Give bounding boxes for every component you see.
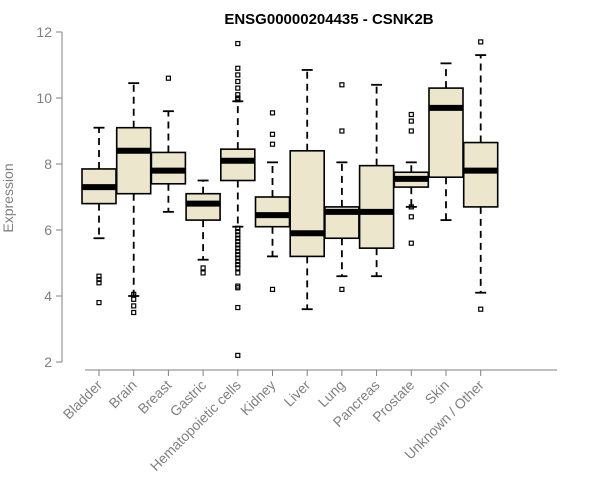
outlier-point <box>269 131 276 137</box>
outlier-point <box>408 128 414 134</box>
box-group <box>254 110 291 292</box>
y-tick-label: 8 <box>44 156 52 172</box>
outlier-point <box>235 248 241 255</box>
box-group <box>185 179 221 276</box>
outlier-point <box>96 273 102 279</box>
outlier-point <box>408 240 414 246</box>
outlier-point <box>269 286 276 292</box>
box-group <box>220 40 256 358</box>
box-group <box>462 39 499 312</box>
outlier-point <box>235 270 241 276</box>
outlier-point <box>339 286 345 292</box>
chart-title: ENSG00000204435 - CSNK2B <box>224 11 433 28</box>
outlier-point <box>235 258 241 264</box>
outlier-point <box>96 276 102 283</box>
outlier-point <box>235 72 241 78</box>
box-iqr <box>428 87 464 178</box>
x-tick-label: Bladder <box>60 377 106 423</box>
box-group <box>289 69 326 311</box>
outlier-point <box>235 97 241 103</box>
box-iqr <box>220 148 256 182</box>
outlier-point <box>235 238 241 245</box>
outlier-point <box>131 291 137 297</box>
outlier-point <box>165 75 171 81</box>
box-iqr <box>289 150 326 258</box>
y-ticks: 2 4 6 8 10 12 <box>36 24 62 370</box>
boxes <box>81 39 499 358</box>
outlier-point <box>235 352 241 358</box>
box-iqr <box>185 192 221 221</box>
outlier-point <box>235 242 241 248</box>
box-iqr <box>115 126 152 195</box>
y-tick-label: 6 <box>44 222 52 238</box>
x-tick-label: Liver <box>281 377 314 410</box>
x-tick-label: Kidney <box>237 377 279 419</box>
box-group <box>115 82 152 316</box>
outlier-point <box>339 128 345 134</box>
outlier-point <box>96 300 102 306</box>
y-axis-label: Expression <box>0 163 16 232</box>
outlier-point <box>235 252 241 258</box>
box-group <box>150 75 187 213</box>
outlier-point <box>235 229 241 235</box>
box-group <box>81 126 117 306</box>
outlier-point <box>235 304 241 311</box>
outlier-point <box>235 225 241 231</box>
outlier-point <box>235 40 241 47</box>
outlier-point <box>200 265 206 271</box>
outlier-point <box>235 255 241 261</box>
box-group <box>393 111 430 246</box>
y-tick-label: 4 <box>44 288 52 304</box>
box-iqr <box>462 141 499 208</box>
outlier-point <box>235 232 241 238</box>
box-iqr <box>358 164 395 249</box>
outlier-point <box>408 111 414 118</box>
outlier-point <box>408 118 414 124</box>
outlier-point <box>235 245 241 251</box>
y-tick-label: 2 <box>44 354 52 370</box>
outlier-point <box>235 235 241 241</box>
y-tick-label: 10 <box>36 90 52 106</box>
outlier-point <box>200 270 206 276</box>
box-group <box>358 83 395 278</box>
x-tick-label: Skin <box>422 377 453 408</box>
outlier-point <box>408 214 414 220</box>
outlier-point <box>478 306 484 312</box>
outlier-point <box>235 78 241 85</box>
outlier-point <box>131 303 137 309</box>
outlier-point <box>478 39 484 45</box>
outlier-point <box>235 65 241 71</box>
box-group <box>324 82 360 292</box>
y-tick-label: 12 <box>36 24 52 40</box>
outlier-point <box>235 85 241 91</box>
outlier-point <box>408 204 414 210</box>
outlier-point <box>235 92 241 98</box>
outlier-point <box>235 285 241 291</box>
outlier-point <box>131 296 137 302</box>
outlier-point <box>235 262 241 268</box>
outlier-point <box>269 110 276 116</box>
outlier-point <box>96 280 102 286</box>
outlier-point <box>235 265 241 271</box>
outlier-point <box>131 309 137 316</box>
outlier-point <box>269 141 276 147</box>
box-group <box>428 62 464 222</box>
box-iqr <box>254 196 291 228</box>
outlier-point <box>339 82 345 88</box>
